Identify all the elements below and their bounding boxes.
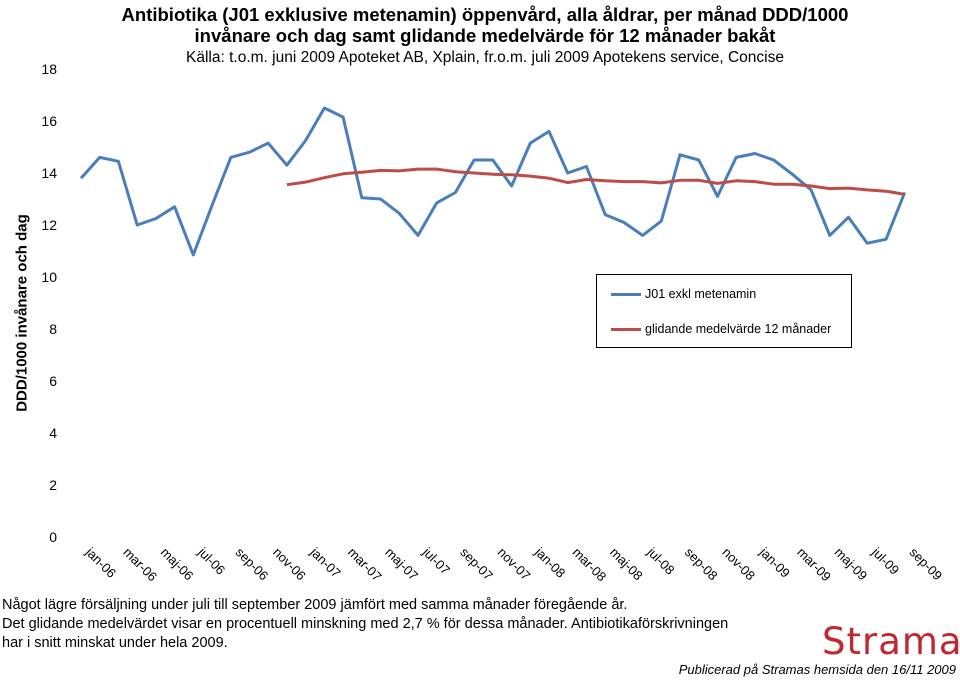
y-tick-label: 10: [41, 269, 57, 285]
x-tick-label: mar-08: [570, 545, 610, 585]
y-tick-label: 2: [49, 477, 57, 493]
x-tick-label: jan-09: [756, 544, 793, 581]
x-tick-label: sep-08: [682, 545, 721, 584]
x-tick-label: nov-08: [719, 545, 758, 584]
x-tick-label: sep-09: [907, 545, 946, 584]
chart-title-block: Antibiotika (J01 exklusive metenamin) öp…: [105, 4, 865, 67]
y-tick-label: 6: [49, 373, 57, 389]
x-tick-label: jan-08: [531, 544, 568, 581]
x-tick-label: sep-07: [457, 545, 496, 584]
legend-item-series-1: J01 exkl metenamin: [611, 286, 756, 302]
note-line-1: Något lägre försäljning under juli till …: [2, 597, 628, 613]
x-tick-label: sep-06: [233, 545, 272, 584]
x-tick-label: jul-08: [644, 544, 678, 578]
line-chart: 0 2 4 6 8 10 12 14 16 18 jan-06 mar-06maj-06jul-06…: [41, 61, 945, 584]
series-line-1: [79, 106, 907, 257]
series-lines: [79, 106, 907, 257]
y-tick-label: 12: [41, 217, 57, 233]
x-tick-label: mar-09: [794, 545, 834, 585]
x-tick-label: maj-08: [607, 545, 646, 584]
chart-title-line-1: Antibiotika (J01 exklusive metenamin) öp…: [121, 4, 849, 25]
y-tick-label: 4: [49, 425, 57, 441]
x-tick-label: maj-07: [382, 545, 421, 584]
y-tick-label: 8: [49, 321, 57, 337]
legend-label-series-1: J01 exkl metenamin: [645, 287, 757, 301]
legend-item-series-2: glidande medelvärde 12 månader: [611, 321, 831, 337]
legend-label-series-2: glidande medelvärde 12 månader: [645, 322, 832, 336]
x-tick-label: nov-06: [270, 545, 309, 584]
note-line-2: Det glidande medelvärdet visar en procen…: [2, 616, 729, 632]
x-tick-label: mar-07: [345, 545, 385, 585]
legend-swatch-series-1: [611, 292, 641, 296]
y-tick-label: 16: [41, 113, 57, 129]
x-tick-label: maj-09: [832, 545, 871, 584]
x-tick-label: jul-09: [868, 544, 902, 578]
x-tick-label: jul-07: [419, 544, 453, 578]
legend-swatch-series-2: [611, 327, 641, 331]
x-tick-label: jan-06: [82, 544, 119, 581]
y-axis-label: DDD/1000 invånare och dag: [13, 214, 31, 412]
y-axis-tick-labels: 0 2 4 6 8 10 12 14 16 18: [41, 61, 57, 545]
strama-logo: Strama: [822, 620, 960, 663]
chart-legend: J01 exkl metenamin glidande medelvärde 1…: [596, 274, 852, 348]
x-tick-label: maj-06: [158, 545, 197, 584]
y-tick-label: 18: [41, 61, 57, 77]
chart-subtitle: Källa: t.o.m. juni 2009 Apoteket AB, Xpl…: [186, 49, 784, 66]
published-note: Publicerad på Stramas hemsida den 16/11 …: [678, 662, 956, 677]
x-tick-label: nov-07: [495, 545, 534, 584]
x-tick-label: jul-06: [194, 544, 228, 578]
y-tick-label: 14: [41, 165, 57, 181]
chart-title-line-2: invånare och dag samt glidande medelvärd…: [194, 25, 776, 46]
series-line-2: [286, 167, 905, 196]
x-tick-label: jan-07: [307, 544, 344, 581]
x-tick-label: mar-06: [120, 545, 160, 585]
chart-notes: Något lägre försäljning under juli till …: [2, 596, 792, 653]
note-line-3: har i snitt minskat under hela 2009.: [2, 635, 228, 651]
y-tick-label: 0: [49, 529, 57, 545]
